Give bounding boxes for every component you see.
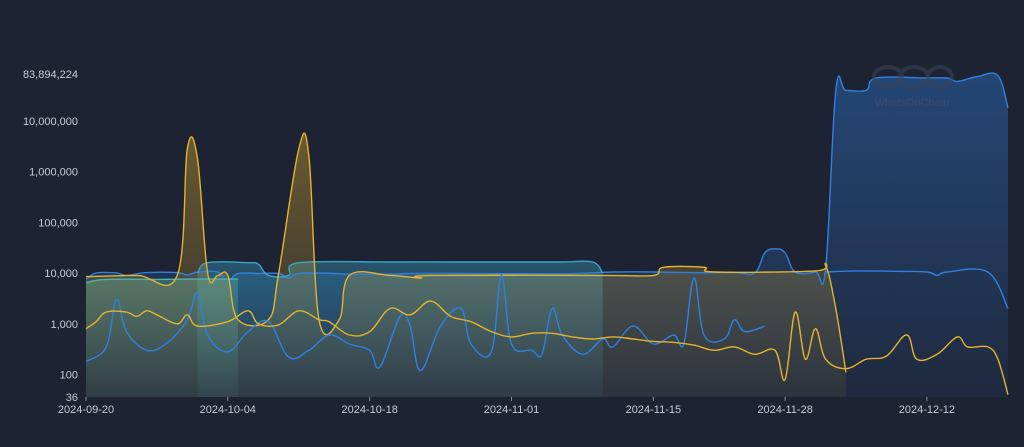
axes: 36 100 1,000 10,000 100,000 1,000,000 10,000,0…	[23, 69, 955, 416]
gold-area-fill	[86, 133, 846, 397]
x-tick-label: 2024-10-04	[200, 404, 256, 416]
y-tick-label: 10,000	[44, 268, 78, 280]
cyan-area-line	[196, 260, 604, 278]
gold-area-line	[85, 132, 847, 373]
y-tick-label: 83,894,224	[23, 69, 78, 81]
x-tick-label: 2024-09-20	[58, 404, 114, 416]
y-tick-label: 1,000	[50, 319, 78, 331]
y-tick-label: 36	[66, 392, 78, 404]
gold-detail-line	[85, 300, 1009, 395]
x-tick-label: 2024-11-01	[484, 404, 539, 416]
x-tick-label: 2024-10-18	[342, 404, 398, 416]
y-tick-label: 100,000	[38, 217, 78, 229]
watermark-text: WhatsOnChain	[875, 97, 950, 109]
y-tick-label: 10,000,000	[23, 116, 78, 128]
watermark: WhatsOnChain	[872, 65, 954, 109]
blue-detail-line	[85, 274, 766, 372]
y-tick-label: 1,000,000	[29, 167, 78, 179]
blue-line-line	[825, 268, 1009, 309]
x-tick-label: 2024-12-12	[899, 404, 955, 416]
watermark-logo-icon	[872, 65, 954, 89]
y-tick-label: 100	[60, 370, 78, 382]
blue-area-line	[85, 72, 1009, 285]
series-lines	[85, 72, 1009, 395]
x-tick-label: 2024-11-15	[626, 404, 681, 416]
x-tick-label: 2024-11-28	[757, 404, 812, 416]
teal-area-line	[85, 278, 239, 284]
area-fills	[86, 73, 1008, 397]
